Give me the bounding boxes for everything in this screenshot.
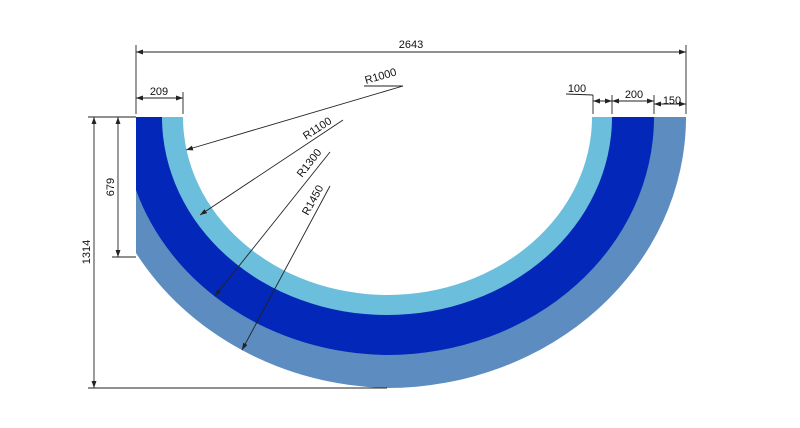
right-150-label: 150 (663, 95, 681, 107)
dimension-right-widths: 100 200 150 (565, 83, 686, 114)
dimension-overall-width: 2643 (135, 39, 687, 114)
right-200-label: 200 (625, 89, 643, 101)
right-100-label: 100 (568, 83, 586, 95)
dimension-inner-height: 679 (105, 116, 136, 258)
overall-width-label: 2643 (399, 39, 423, 51)
left-width-label: 209 (150, 86, 168, 98)
r1000-label: R1000 (364, 66, 398, 86)
dimension-left-width: 209 (136, 86, 184, 114)
overall-height-label: 1314 (81, 240, 93, 264)
hollow-center (183, 117, 592, 295)
dimension-overall-height: 1314 (81, 116, 387, 389)
inner-height-label: 679 (105, 178, 117, 196)
